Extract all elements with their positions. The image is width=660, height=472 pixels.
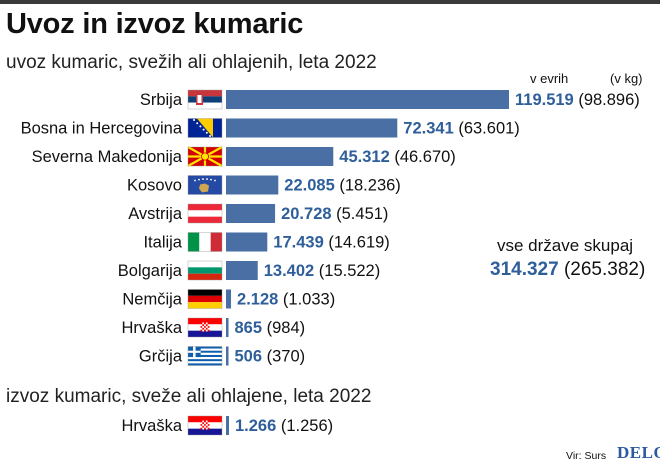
total-value: 314.327 (265.382): [490, 259, 645, 281]
source-note: Vir: Surs: [566, 450, 607, 462]
value-kg: (5.451): [332, 205, 389, 223]
total-kg: (265.382): [563, 259, 646, 280]
value-label: 22.085 (18.236): [284, 177, 401, 195]
flag-bosnia-icon: [187, 118, 223, 138]
value-kg: (14.619): [324, 234, 390, 252]
value-label: 20.728 (5.451): [281, 205, 388, 223]
bar: [226, 416, 229, 435]
flag-croatia-icon: [187, 415, 223, 436]
value-kg: (984): [262, 319, 305, 337]
flag-kosovo-icon: [187, 175, 223, 195]
value-eur: 72.341: [403, 120, 453, 138]
bar: [226, 147, 334, 166]
value-label: 1.266 (1.256): [235, 417, 333, 435]
flag-bulgaria-icon: [187, 260, 223, 281]
value-kg: (63.601): [454, 120, 520, 138]
category-label: Grčija: [139, 348, 183, 366]
import-subtitle: uvoz kumaric, svežih ali ohlajenih, leta…: [6, 52, 377, 73]
export-subtitle: izvoz kumaric, sveže ali ohlajene, leta …: [6, 386, 372, 407]
value-kg: (46.670): [390, 148, 456, 166]
value-label: 13.402 (15.522): [264, 262, 381, 280]
column-header-eur: v evrih: [530, 71, 569, 86]
category-label: Bolgarija: [118, 262, 183, 280]
category-label: Hrvaška: [121, 417, 182, 435]
flag-austria-icon: [187, 203, 223, 224]
flag-greece-icon: [187, 346, 223, 366]
value-eur: 17.439: [273, 234, 323, 252]
value-kg: (15.522): [314, 262, 380, 280]
category-label: Italija: [143, 234, 182, 252]
value-label: 119.519 (98.896): [515, 91, 640, 109]
value-eur: 865: [235, 319, 263, 337]
top-rule: [0, 0, 660, 4]
bar: [226, 118, 398, 138]
value-kg: (370): [262, 348, 305, 366]
category-label: Avstrija: [128, 205, 183, 223]
value-eur: 1.266: [235, 417, 276, 435]
bar: [226, 90, 509, 109]
category-label: Kosovo: [127, 177, 182, 195]
delo-logo: DELO: [617, 443, 660, 462]
value-kg: (18.236): [335, 177, 401, 195]
bar: [226, 346, 229, 366]
value-kg: (98.896): [574, 91, 640, 109]
value-eur: 22.085: [284, 177, 334, 195]
value-label: 865 (984): [235, 319, 306, 337]
value-kg: (1.033): [278, 291, 335, 309]
value-eur: 119.519: [515, 91, 574, 109]
value-label: 45.312 (46.670): [339, 148, 456, 166]
value-eur: 13.402: [264, 262, 314, 280]
total-label: vse države skupaj: [497, 236, 634, 255]
value-kg: (1.256): [276, 417, 333, 435]
value-eur: 45.312: [339, 148, 389, 166]
bar: [226, 318, 229, 337]
category-label: Srbija: [140, 91, 183, 109]
category-label: Nemčija: [122, 291, 182, 309]
value-label: 506 (370): [235, 348, 306, 366]
category-label: Severna Makedonija: [32, 148, 183, 166]
bar: [226, 261, 258, 280]
column-header-kg: (v kg): [610, 71, 643, 86]
total-eur: 314.327: [490, 259, 559, 280]
value-label: 2.128 (1.033): [237, 291, 335, 309]
bar: [226, 289, 232, 309]
value-label: 17.439 (14.619): [273, 234, 390, 252]
flag-germany-icon: [187, 289, 223, 309]
bar: [226, 232, 268, 252]
category-label: Bosna in Hercegovina: [21, 120, 183, 138]
value-eur: 20.728: [281, 205, 331, 223]
value-eur: 506: [235, 348, 263, 366]
flag-north-macedonia-icon: [187, 146, 223, 167]
bar: [226, 175, 279, 195]
category-label: Hrvaška: [121, 319, 182, 337]
value-label: 72.341 (63.601): [403, 120, 520, 138]
chart-title: Uvoz in izvoz kumaric: [6, 8, 304, 40]
flag-croatia-icon: [187, 317, 223, 338]
value-eur: 2.128: [237, 291, 278, 309]
flag-serbia-icon: [187, 89, 223, 110]
bar: [226, 204, 276, 223]
flag-italy-icon: [187, 232, 223, 252]
